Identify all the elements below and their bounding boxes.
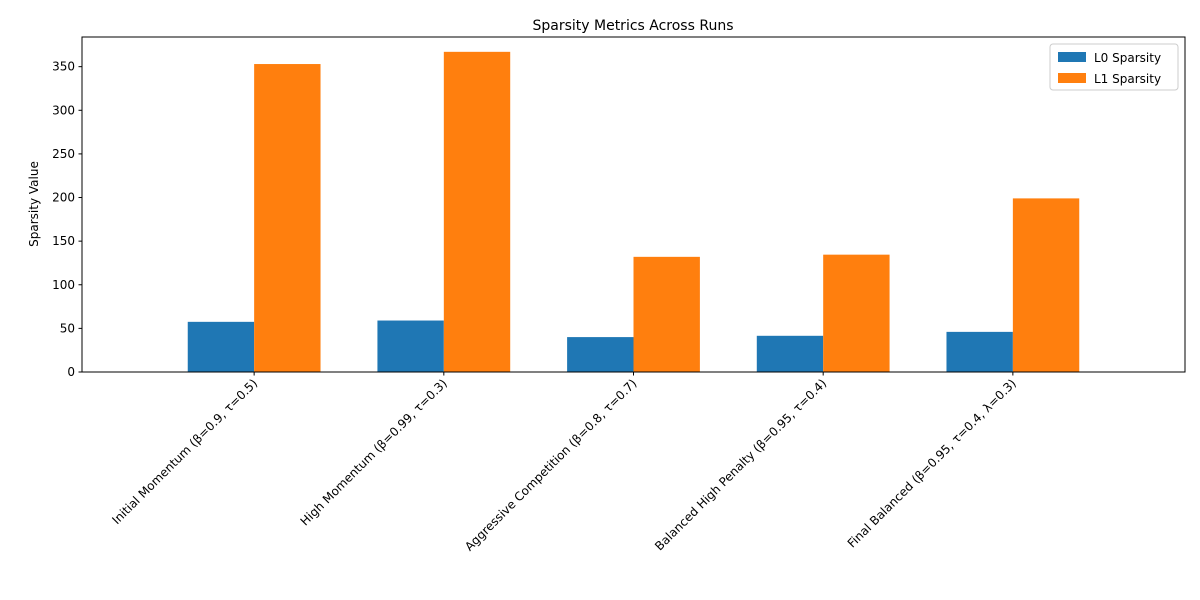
y-tick-label: 300	[52, 103, 75, 117]
chart-title: Sparsity Metrics Across Runs	[532, 18, 733, 34]
bar-l0-3	[756, 335, 824, 372]
y-axis-ticks: 0 50 100 150 200 250 300 350	[52, 60, 82, 379]
bar-l1-1	[443, 51, 511, 372]
bar-l0-0	[187, 321, 255, 372]
y-tick-label: 150	[52, 234, 75, 248]
y-tick-label: 250	[52, 147, 75, 161]
y-tick-label: 100	[52, 278, 75, 292]
bar-l0-4	[946, 331, 1013, 372]
bar-l0-1	[377, 320, 444, 372]
bar-l1-0	[254, 64, 321, 372]
legend-label-l1: L1 Sparsity	[1094, 72, 1161, 86]
bars-group	[187, 51, 1080, 372]
bar-l0-2	[567, 337, 634, 372]
y-axis-label: Sparsity Value	[27, 161, 41, 247]
legend: L0 Sparsity L1 Sparsity	[1049, 43, 1179, 91]
legend-label-l0: L0 Sparsity	[1094, 51, 1161, 65]
plot-frame	[81, 36, 1186, 373]
y-tick-label: 200	[52, 191, 75, 205]
y-tick-label: 50	[60, 321, 75, 335]
bar-l1-3	[823, 254, 890, 372]
legend-swatch-l0	[1058, 52, 1086, 62]
y-tick-label: 350	[52, 60, 75, 74]
bar-l1-2	[633, 256, 700, 372]
bar-l1-4	[1012, 198, 1080, 372]
y-tick-label: 0	[67, 365, 75, 379]
legend-swatch-l1	[1058, 73, 1086, 83]
